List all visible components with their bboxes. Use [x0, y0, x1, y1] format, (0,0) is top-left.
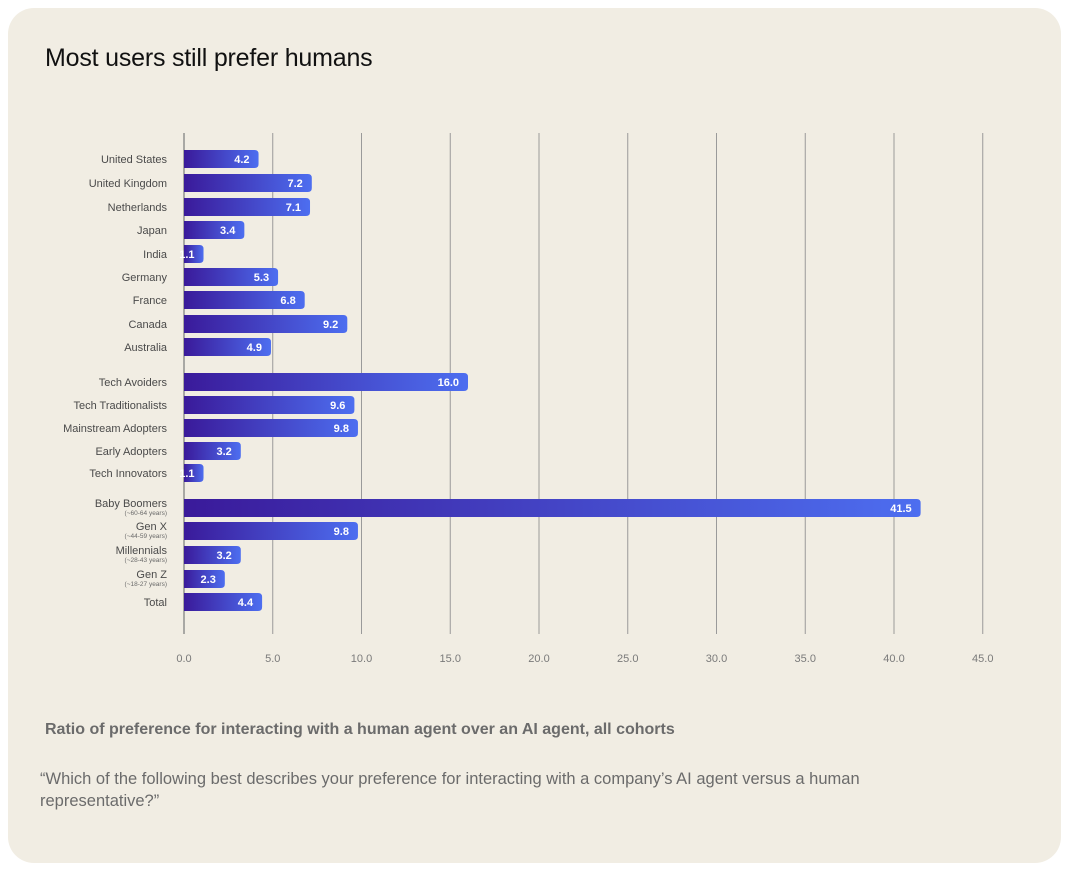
category-label: United States	[101, 154, 168, 166]
x-tick-label: 40.0	[883, 653, 904, 665]
bar	[184, 396, 355, 414]
category-label: Australia	[124, 342, 168, 354]
bar	[184, 373, 468, 391]
bar-value-label: 9.8	[334, 423, 349, 435]
bar	[184, 245, 204, 263]
category-label: France	[133, 295, 167, 307]
bar	[184, 221, 245, 239]
x-tick-label: 30.0	[706, 653, 727, 665]
bar-value-label: 1.1	[179, 468, 194, 480]
bar	[184, 546, 241, 564]
bar	[184, 570, 225, 588]
bar-value-label: 6.8	[280, 295, 295, 307]
category-sublabel: (~18-27 years)	[125, 581, 167, 588]
bar-value-label: 4.9	[247, 342, 262, 354]
bar-value-label: 3.4	[220, 225, 236, 237]
grid-lines	[183, 133, 984, 634]
bar	[184, 150, 259, 168]
bar-value-label: 3.2	[217, 550, 232, 562]
category-sublabel: (~44-59 years)	[125, 533, 167, 540]
bar	[184, 268, 279, 286]
bar-value-label: 7.2	[288, 178, 303, 190]
bars: 4.2 7.2 7.1 3.4 1.1 5.3 6.8 9.2 4.9 16.0 9.6 9.8 3.2…	[179, 150, 921, 611]
category-label: Baby Boomers	[95, 498, 168, 510]
bar	[184, 442, 241, 460]
x-tick-label: 25.0	[617, 653, 638, 665]
category-label: Early Adopters	[95, 446, 167, 458]
bar-value-label: 7.1	[286, 202, 301, 214]
x-tick-label: 45.0	[972, 653, 993, 665]
category-label: Tech Traditionalists	[73, 400, 167, 412]
bar-value-label: 9.6	[330, 400, 345, 412]
category-label: Tech Innovators	[89, 468, 167, 480]
bar-value-label: 4.4	[238, 597, 254, 609]
x-tick-label: 5.0	[265, 653, 280, 665]
category-label: Netherlands	[108, 202, 168, 214]
bar-value-label: 9.8	[334, 526, 349, 538]
category-label: Gen X	[136, 521, 168, 533]
category-sublabel: (~28-43 years)	[125, 557, 167, 564]
chart-title: Most users still prefer humans	[45, 44, 373, 72]
category-labels: United States United Kingdom Netherlands Ja…	[63, 154, 168, 609]
bar	[184, 338, 271, 356]
bar	[184, 593, 263, 611]
survey-question: “Which of the following best describes y…	[40, 770, 860, 810]
x-tick-label: 15.0	[440, 653, 461, 665]
category-label: Mainstream Adopters	[63, 423, 167, 435]
category-sublabel: (~60-64 years)	[125, 510, 167, 517]
category-label: India	[143, 249, 168, 261]
category-label: United Kingdom	[89, 178, 167, 190]
category-label: Canada	[128, 319, 167, 331]
x-tick-label: 10.0	[351, 653, 372, 665]
x-tick-label: 20.0	[528, 653, 549, 665]
category-label: Japan	[137, 225, 167, 237]
category-label: Millennials	[116, 545, 168, 557]
x-axis-ticks: 0.0 5.0 10.0 15.0 20.0 25.0 30.0 35.0 40.0 45.0	[176, 653, 993, 665]
bar	[184, 174, 312, 192]
bar-value-label: 1.1	[179, 249, 194, 261]
bar-chart: 0.0 5.0 10.0 15.0 20.0 25.0 30.0 35.0 40.0 45.0 4…	[63, 133, 993, 665]
bar-value-label: 9.2	[323, 319, 338, 331]
chart-caption: Ratio of preference for interacting with…	[45, 721, 675, 738]
bar-value-label: 4.2	[234, 154, 249, 166]
bar	[184, 291, 305, 309]
bar	[184, 499, 921, 517]
bar	[184, 522, 358, 540]
bar	[184, 198, 311, 216]
bar-value-label: 41.5	[890, 503, 911, 515]
category-label: Total	[144, 597, 167, 609]
bar-value-label: 5.3	[254, 272, 269, 284]
category-label: Gen Z	[136, 569, 167, 581]
category-label: Germany	[122, 272, 168, 284]
bar-value-label: 2.3	[201, 574, 216, 586]
bar-value-label: 16.0	[438, 377, 459, 389]
category-label: Tech Avoiders	[99, 377, 168, 389]
bar	[184, 464, 204, 482]
x-tick-label: 0.0	[176, 653, 191, 665]
bar	[184, 315, 348, 333]
x-tick-label: 35.0	[795, 653, 816, 665]
bar	[184, 419, 358, 437]
bar-value-label: 3.2	[217, 446, 232, 458]
